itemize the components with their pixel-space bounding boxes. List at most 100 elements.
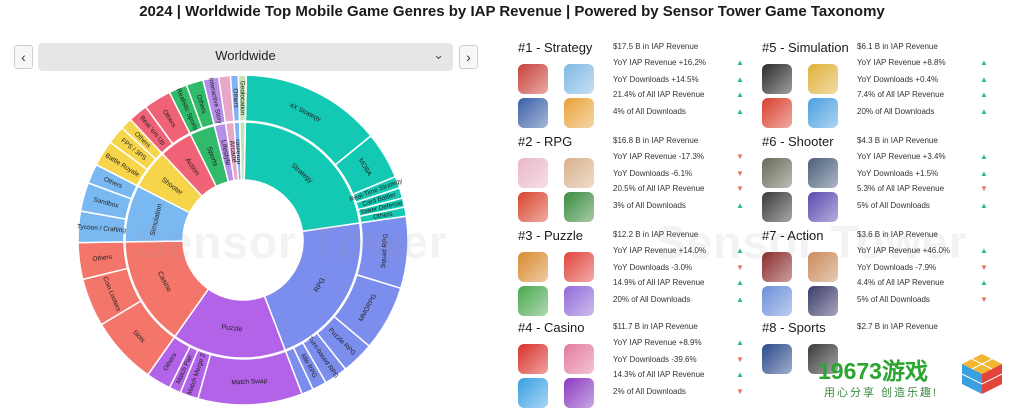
subgenre-label-31: Others <box>231 88 239 109</box>
logo-text: 19673游戏 <box>818 358 928 384</box>
genre-title: #5 - Simulation <box>762 40 849 55</box>
trend-up-icon: ▲ <box>980 75 988 84</box>
trend-up-icon: ▲ <box>980 246 988 255</box>
genre-revenue: $4.3 B in IAP Revenue <box>857 136 938 145</box>
genre-stat: YoY Downloads -6.1% <box>613 169 693 178</box>
genre-stat: 3% of All Downloads <box>613 201 686 210</box>
trend-up-icon: ▲ <box>980 107 988 116</box>
trend-down-icon: ▼ <box>736 355 744 364</box>
genre-stat: YoY IAP Revenue +8.8% <box>857 58 946 67</box>
game-app-icon[interactable] <box>518 98 548 128</box>
game-app-icon[interactable] <box>808 158 838 188</box>
subgenre-label-18: Others <box>92 254 113 264</box>
game-app-icon[interactable] <box>564 158 594 188</box>
game-app-icon[interactable] <box>518 192 548 222</box>
genre-stat: 21.4% of All IAP Revenue <box>613 90 705 99</box>
trend-up-icon: ▲ <box>736 58 744 67</box>
game-app-icon[interactable] <box>518 64 548 94</box>
game-app-icon[interactable] <box>762 192 792 222</box>
game-app-icon[interactable] <box>518 252 548 282</box>
genre-title: #8 - Sports <box>762 320 826 335</box>
game-app-icon[interactable] <box>762 344 792 374</box>
genre-stat: YoY Downloads -39.6% <box>613 355 697 364</box>
game-app-icon[interactable] <box>762 64 792 94</box>
genre-title: #2 - RPG <box>518 134 573 149</box>
game-app-icon[interactable] <box>762 158 792 188</box>
subgenre-label-6: Squad RPG <box>380 233 390 268</box>
subgenre-segment-32[interactable] <box>237 76 248 122</box>
game-app-icon[interactable] <box>564 344 594 374</box>
genre-revenue: $6.1 B in IAP Revenue <box>857 42 938 51</box>
game-app-icon[interactable] <box>564 286 594 316</box>
chevron-left-icon: ‹ <box>21 49 26 65</box>
genre-stat: YoY Downloads +1.5% <box>857 169 939 178</box>
game-app-icon[interactable] <box>564 192 594 222</box>
trend-up-icon: ▲ <box>980 58 988 67</box>
genre-segment-11[interactable] <box>238 121 247 181</box>
game-app-icon[interactable] <box>518 286 548 316</box>
game-app-icon[interactable] <box>564 378 594 408</box>
subgenre-label-32: Geolocation <box>239 81 246 116</box>
genre-revenue: $3.6 B in IAP Revenue <box>857 230 938 239</box>
region-dropdown[interactable]: Worldwide ⌄ <box>38 43 453 71</box>
sensor-tower-watermark: Sensor Tower <box>135 216 448 268</box>
genre-stat: 7.4% of All IAP Revenue <box>857 90 945 99</box>
genre-revenue: $16.8 B in IAP Revenue <box>613 136 699 145</box>
game-app-icon[interactable] <box>808 192 838 222</box>
game-app-icon[interactable] <box>808 252 838 282</box>
genre-stat: 4.4% of All IAP Revenue <box>857 278 945 287</box>
trend-down-icon: ▼ <box>736 152 744 161</box>
genre-segment-0[interactable] <box>243 121 361 233</box>
genre-revenue: $17.5 B in IAP Revenue <box>613 42 699 51</box>
trend-up-icon: ▲ <box>736 338 744 347</box>
genre-stat: 14.9% of All IAP Revenue <box>613 278 705 287</box>
chevron-down-icon: ⌄ <box>433 47 444 62</box>
trend-up-icon: ▲ <box>736 90 744 99</box>
genre-title: #7 - Action <box>762 228 824 243</box>
genre-label-8: Lifestyle <box>219 140 231 167</box>
game-app-icon[interactable] <box>808 344 838 374</box>
genre-stat: 4% of All Downloads <box>613 107 686 116</box>
game-app-icon[interactable] <box>518 344 548 374</box>
trend-up-icon: ▲ <box>736 370 744 379</box>
genre-card: #6 - Shooter $4.3 B in IAP Revenue YoY IAP… <box>762 134 1002 224</box>
trend-up-icon: ▲ <box>736 201 744 210</box>
genre-stat: YoY Downloads -3.0% <box>613 263 693 272</box>
game-app-icon[interactable] <box>762 98 792 128</box>
trend-up-icon: ▲ <box>736 295 744 304</box>
trend-up-icon: ▲ <box>736 246 744 255</box>
genre-label-10: Tabletop <box>234 138 242 165</box>
genre-stat: 5% of All Downloads <box>857 201 930 210</box>
genre-stat: 2% of All Downloads <box>613 387 686 396</box>
subgenre-label-19: Tycoon / Crafting <box>77 223 127 234</box>
genre-segment-1[interactable] <box>263 222 362 352</box>
game-app-icon[interactable] <box>564 64 594 94</box>
genre-stat: YoY IAP Revenue +46.0% <box>857 246 951 255</box>
page-title: 2024 | Worldwide Top Mobile Game Genres … <box>139 3 885 20</box>
game-app-icon[interactable] <box>564 252 594 282</box>
genre-revenue: $11.7 B in IAP Revenue <box>613 322 698 331</box>
game-app-icon[interactable] <box>762 252 792 282</box>
trend-up-icon: ▲ <box>980 152 988 161</box>
trend-up-icon: ▲ <box>736 107 744 116</box>
game-app-icon[interactable] <box>808 286 838 316</box>
genre-stat: YoY IAP Revenue +16.2% <box>613 58 707 67</box>
game-app-icon[interactable] <box>808 64 838 94</box>
logo-slogan: 用心分享 创造乐趣! <box>824 387 939 399</box>
game-app-icon[interactable] <box>808 98 838 128</box>
game-app-icon[interactable] <box>564 98 594 128</box>
game-app-icon[interactable] <box>762 286 792 316</box>
genre-stat: 14.3% of All IAP Revenue <box>613 370 705 379</box>
trend-up-icon: ▲ <box>980 90 988 99</box>
next-region-button[interactable]: › <box>459 45 478 69</box>
genre-stat: YoY IAP Revenue +14.0% <box>613 246 707 255</box>
game-app-icon[interactable] <box>518 378 548 408</box>
genre-title: #4 - Casino <box>518 320 585 335</box>
genre-stat: YoY Downloads -7.9% <box>857 263 937 272</box>
chevron-right-icon: › <box>466 49 471 65</box>
prev-region-button[interactable]: ‹ <box>14 45 33 69</box>
genre-revenue: $2.7 B in IAP Revenue <box>857 322 938 331</box>
subgenre-label-5: Others <box>373 211 394 221</box>
genre-revenue: $12.2 B in IAP Revenue <box>613 230 699 239</box>
game-app-icon[interactable] <box>518 158 548 188</box>
